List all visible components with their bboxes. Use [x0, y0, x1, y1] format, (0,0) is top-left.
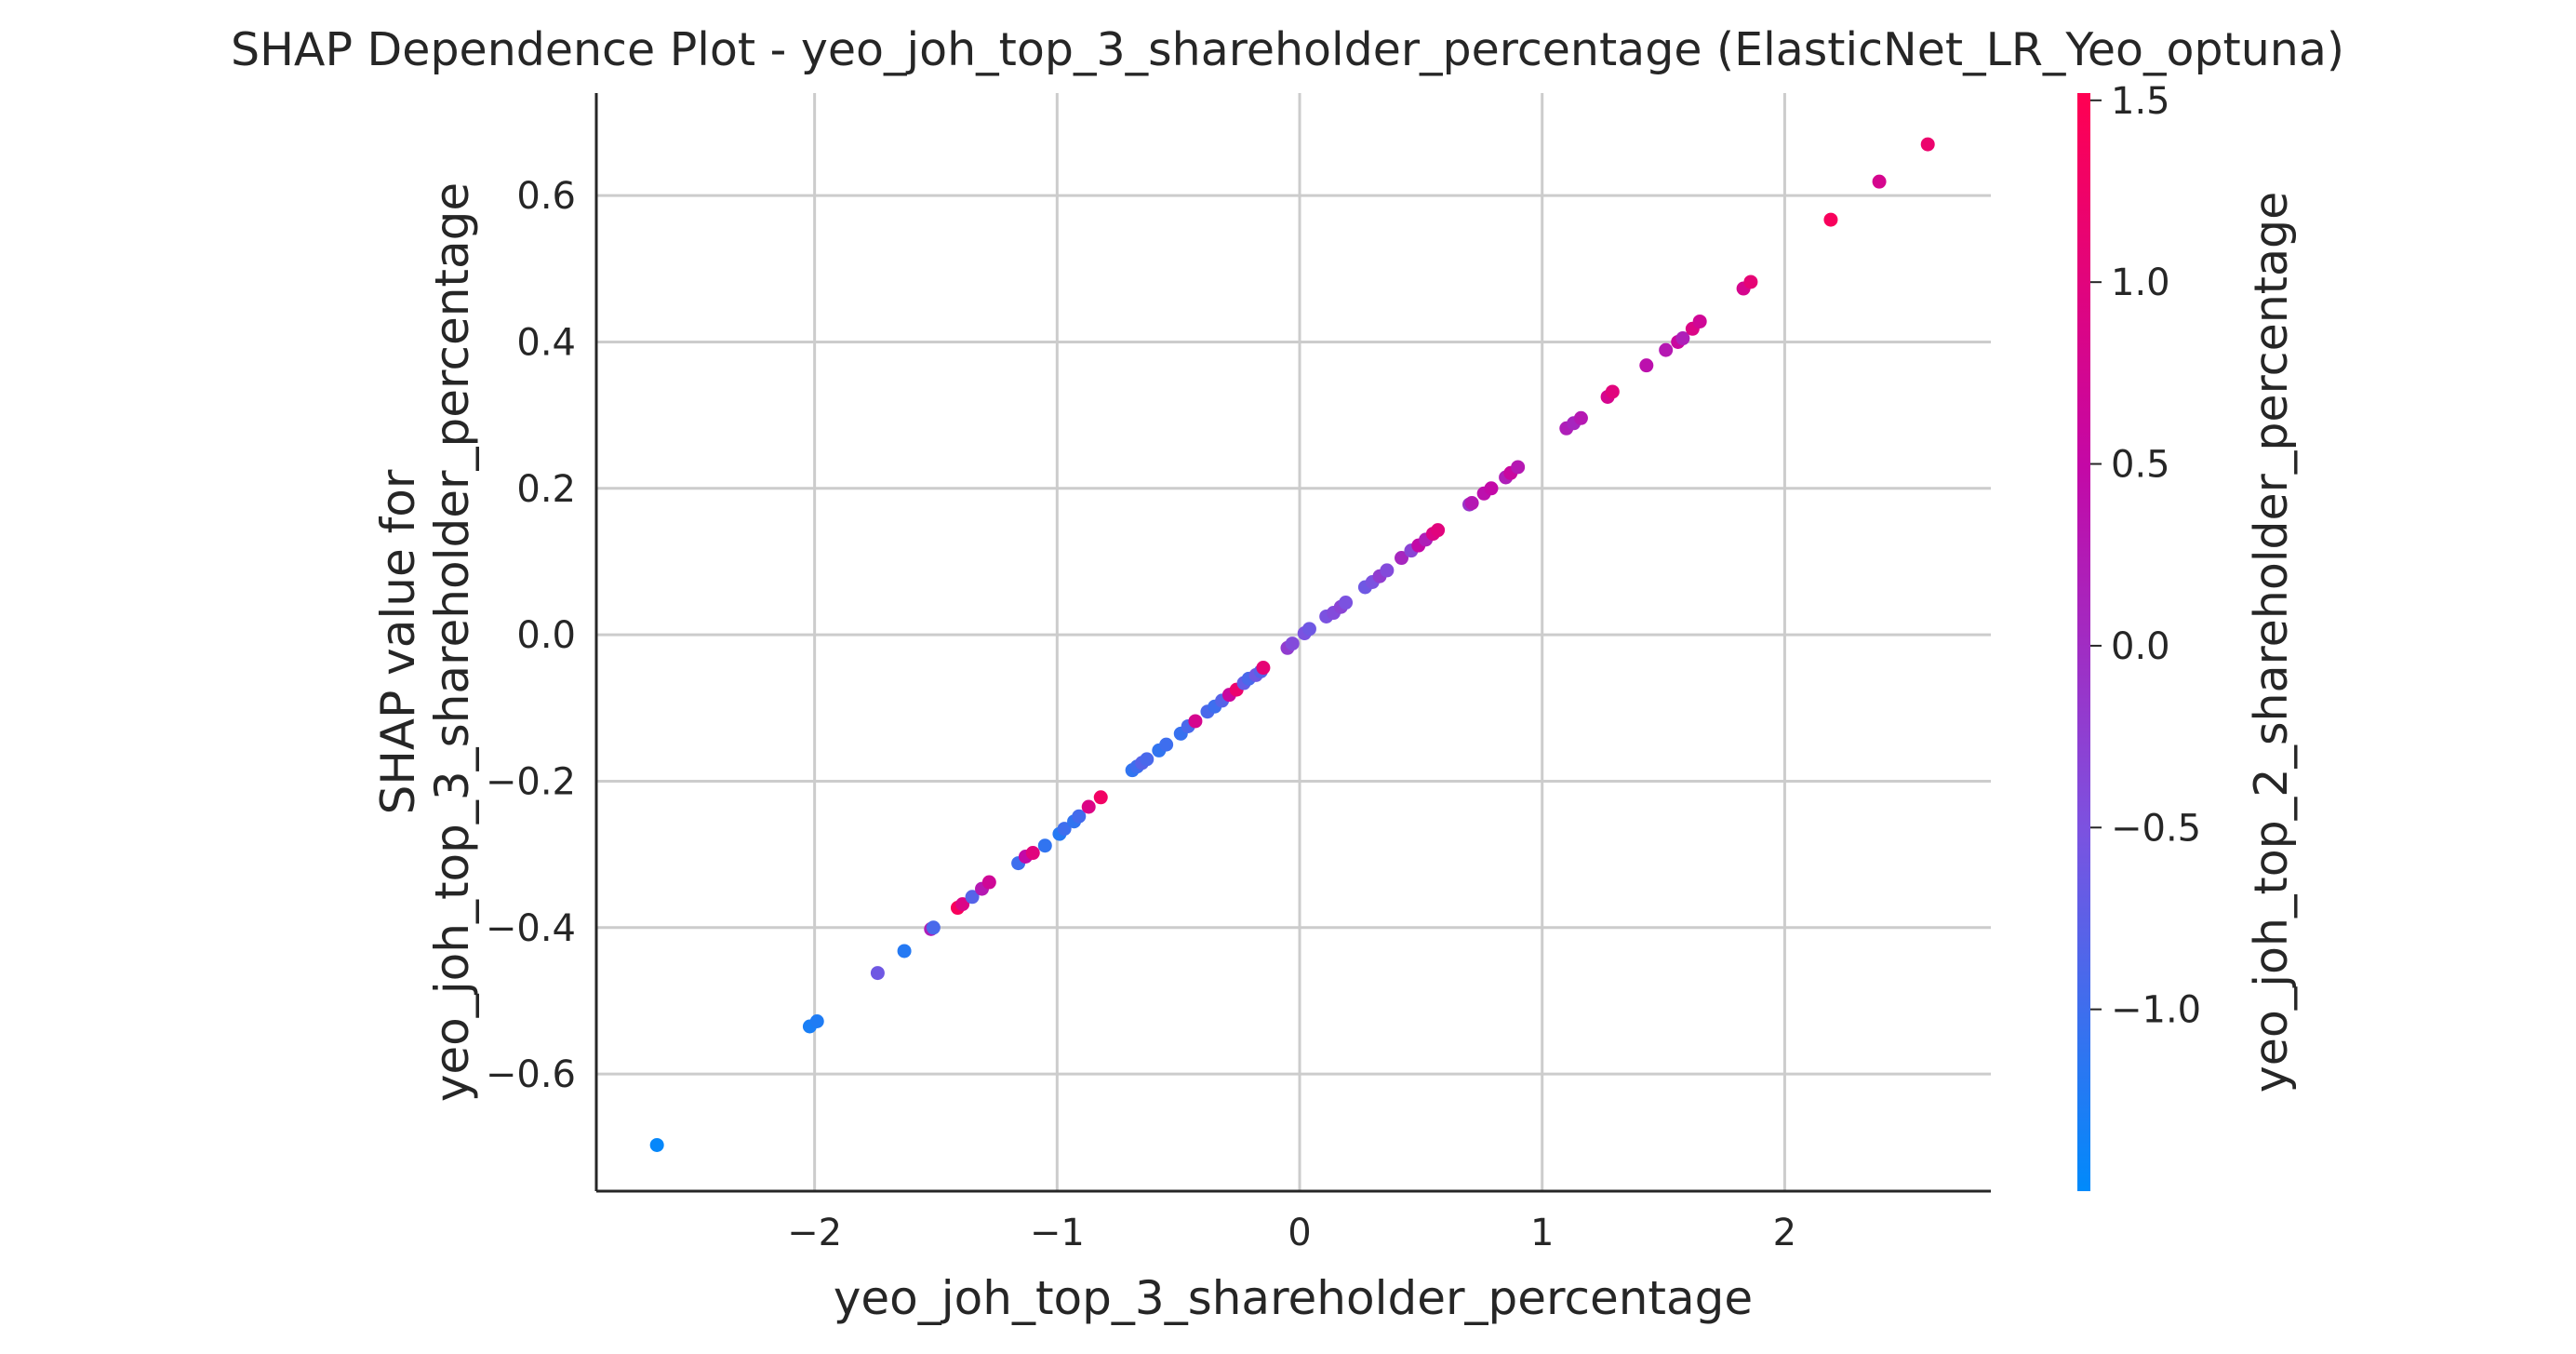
scatter-point: [1605, 384, 1620, 399]
scatter-point: [1639, 358, 1654, 373]
colorbar-tick-label: 0.5: [2111, 444, 2170, 487]
scatter-point: [1395, 551, 1409, 566]
colorbar-label: yeo_joh_top_2_shareholder_percentage: [2245, 192, 2298, 1093]
scatter-point: [1692, 314, 1707, 328]
scatter-point: [1093, 790, 1108, 805]
colorbar-tick-label: 1.5: [2111, 80, 2170, 123]
scatter-point: [1081, 799, 1096, 814]
scatter-points: [649, 137, 1935, 1152]
scatter-point: [649, 1137, 664, 1152]
scatter-point: [1301, 622, 1316, 637]
scatter-point: [809, 1013, 824, 1028]
x-tick-label: 0: [1288, 1212, 1311, 1254]
x-tick-label: −1: [1030, 1212, 1085, 1254]
scatter-point: [1140, 752, 1155, 767]
scatter-point: [1431, 523, 1446, 538]
scatter-point: [1188, 714, 1203, 729]
scatter-point: [965, 890, 980, 905]
y-tick-label: 0.6: [516, 175, 576, 218]
scatter-point: [1037, 838, 1052, 853]
scatter-point: [1743, 275, 1758, 289]
y-tick-label: −0.6: [486, 1053, 576, 1096]
scatter-point: [1072, 809, 1087, 824]
y-tick-label: 0.2: [516, 468, 576, 511]
scatter-point: [1823, 212, 1838, 227]
y-tick-label: 0.0: [516, 614, 576, 657]
colorbar-tick-label: 0.0: [2111, 625, 2170, 668]
scatter-point: [1484, 481, 1499, 496]
colorbar-tick-label: −0.5: [2111, 807, 2201, 850]
scatter-point: [981, 875, 996, 890]
scatter-point: [1659, 342, 1674, 357]
x-tick-labels: −2 −1 0 1 2: [787, 1212, 1796, 1254]
scatter-point: [1511, 460, 1526, 475]
x-tick-label: 2: [1773, 1212, 1796, 1254]
y-tick-label: 0.4: [516, 321, 576, 364]
colorbar-tick-label: 1.0: [2111, 261, 2170, 304]
y-axis-label-line1: SHAP value for: [371, 469, 425, 814]
x-tick-label: 1: [1530, 1212, 1554, 1254]
y-axis-label-line2: yeo_joh_top_3_shareholder_percentage: [425, 182, 479, 1102]
y-tick-label: −0.2: [486, 760, 576, 803]
chart-title: SHAP Dependence Plot - yeo_joh_top_3_sha…: [231, 23, 2344, 76]
y-tick-label: −0.4: [486, 907, 576, 950]
y-tick-labels: −0.6 −0.4 −0.2 0.0 0.2 0.4 0.6: [486, 175, 576, 1096]
scatter-point: [1159, 737, 1174, 752]
scatter-point: [1872, 174, 1887, 189]
scatter-point: [897, 944, 912, 959]
scatter-point: [1573, 410, 1588, 425]
scatter-point: [1057, 822, 1072, 837]
colorbar-tick-label: −1.0: [2111, 989, 2201, 1032]
scatter-point: [1675, 331, 1690, 346]
scatter-point: [1920, 137, 1935, 152]
colorbar: [2077, 93, 2090, 1191]
scatter-point: [1339, 596, 1354, 610]
scatter-point: [955, 897, 970, 912]
scatter-point: [1464, 496, 1479, 511]
scatter-point: [1025, 846, 1040, 861]
grid: [596, 93, 1991, 1191]
colorbar-ticks: −1.0 −0.5 0.0 0.5 1.0 1.5: [2090, 80, 2201, 1032]
scatter-point: [1256, 661, 1271, 676]
scatter-point: [1285, 637, 1300, 651]
x-axis-label: yeo_joh_top_3_shareholder_percentage: [834, 1271, 1753, 1325]
scatter-point: [926, 920, 941, 935]
x-tick-label: −2: [787, 1212, 842, 1254]
scatter-point: [870, 966, 885, 981]
scatter-point: [1380, 563, 1395, 578]
